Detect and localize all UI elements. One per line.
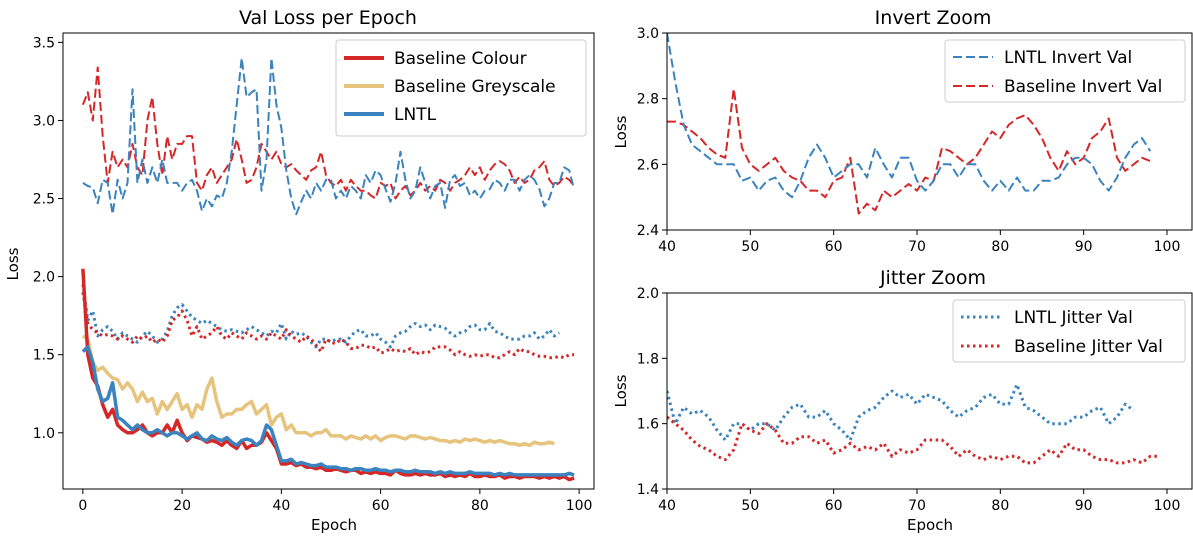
x-tick-label: 20 [173, 498, 191, 514]
x-tick-label: 60 [825, 239, 843, 255]
series-line-blue-dashed [667, 33, 1152, 199]
x-tick-label: 90 [1075, 498, 1093, 514]
main-series-lines [81, 57, 576, 482]
main-plot-frame [62, 32, 595, 490]
series-line-blue-dotted [81, 284, 561, 349]
x-tick-label: 0 [78, 498, 87, 514]
y-tick-label: 2.8 [637, 92, 659, 108]
x-tick-label: 60 [372, 498, 390, 514]
y-tick-label: 1.0 [33, 426, 55, 442]
main-legend-box [335, 39, 587, 137]
main-legend: Baseline Colour Baseline Greyscale LNTL [335, 39, 587, 137]
invert-plot-frame [666, 32, 1193, 231]
jitter-plot-frame [666, 292, 1193, 490]
main-y-axis-label: Loss [4, 247, 22, 280]
legend-label-lntl-invert: LNTL Invert Val [1004, 48, 1132, 68]
x-tick-label: 40 [658, 498, 676, 514]
y-tick-label: 2.6 [637, 157, 659, 173]
series-line-red-dotted [667, 415, 1159, 465]
y-tick-label: 1.6 [637, 417, 659, 433]
legend-label-lntl: LNTL [394, 105, 437, 125]
series-line-yellow-solid [81, 334, 555, 448]
invert-legend: LNTL Invert Val Baseline Invert Val [944, 39, 1186, 103]
y-tick-label: 1.5 [33, 348, 55, 364]
series-line-blue-dotted [667, 383, 1135, 442]
x-tick-label: 70 [908, 498, 926, 514]
series-line-blue-dashed [82, 57, 576, 216]
y-tick-label: 1.8 [637, 351, 659, 367]
main-x-axis-label: Epoch [311, 516, 357, 534]
invert-axis-ticks: 40 50 60 70 80 90 100 2.4 2.6 2.8 3.0 [637, 26, 1181, 255]
y-tick-label: 3.5 [33, 35, 55, 51]
x-tick-label: 100 [1154, 239, 1181, 255]
legend-label-baseline-jitter: Baseline Jitter Val [1014, 337, 1163, 357]
y-tick-label: 2.0 [33, 270, 55, 286]
y-tick-label: 2.5 [33, 192, 55, 208]
legend-label-lntl-jitter: LNTL Jitter Val [1014, 308, 1133, 328]
y-tick-label: 2.0 [637, 286, 659, 302]
series-line-red-solid [81, 268, 575, 482]
main-chart-title: Val Loss per Epoch [239, 7, 417, 29]
legend-label-baseline-greyscale: Baseline Greyscale [394, 77, 556, 97]
y-tick-label: 2.4 [637, 223, 659, 239]
x-tick-label: 50 [741, 498, 759, 514]
jitter-chart-title: Jitter Zoom [879, 267, 986, 289]
legend-label-baseline-invert: Baseline Invert Val [1004, 77, 1162, 97]
jitter-legend-box [952, 299, 1186, 363]
x-tick-label: 100 [1154, 498, 1181, 514]
jitter-zoom-chart: Jitter Zoom Epoch Loss 40 50 60 70 80 90 100 1.… [612, 267, 1193, 534]
main-chart: Val Loss per Epoch Epoch Loss 0 20 40 60 80 1… [4, 7, 595, 534]
jitter-series-lines [667, 383, 1159, 465]
jitter-axis-ticks: 40 50 60 70 80 90 100 1.4 1.6 1.8 2.0 [637, 286, 1181, 514]
invert-legend-box [944, 39, 1186, 103]
x-tick-label: 100 [566, 498, 593, 514]
series-line-blue-solid [81, 345, 575, 477]
x-tick-label: 80 [991, 498, 1009, 514]
invert-series-lines [667, 33, 1152, 215]
series-line-red-dashed [667, 87, 1151, 215]
y-tick-label: 1.4 [637, 482, 659, 498]
invert-chart-title: Invert Zoom [875, 7, 992, 29]
y-tick-label: 3.0 [637, 26, 659, 42]
x-tick-label: 60 [825, 498, 843, 514]
invert-y-axis-label: Loss [612, 115, 630, 148]
x-tick-label: 40 [272, 498, 290, 514]
jitter-x-axis-label: Epoch [907, 516, 953, 534]
jitter-y-axis-label: Loss [612, 374, 630, 407]
x-tick-label: 40 [658, 239, 676, 255]
x-tick-label: 50 [741, 239, 759, 255]
x-tick-label: 80 [991, 239, 1009, 255]
x-tick-label: 80 [471, 498, 489, 514]
jitter-legend: LNTL Jitter Val Baseline Jitter Val [952, 299, 1186, 363]
x-tick-label: 70 [908, 239, 926, 255]
y-tick-label: 3.0 [33, 113, 55, 129]
series-line-red-dashed [81, 66, 575, 200]
main-axis-ticks: 0 20 40 60 80 100 1.0 1.5 2.0 2.5 3.0 3.5 [33, 35, 593, 514]
legend-label-baseline-colour: Baseline Colour [394, 49, 527, 69]
x-tick-label: 90 [1075, 239, 1093, 255]
series-line-red-dotted [81, 291, 575, 360]
invert-zoom-chart: Invert Zoom Loss 40 50 60 70 80 90 100 2.4 2.6 2.… [612, 7, 1193, 255]
